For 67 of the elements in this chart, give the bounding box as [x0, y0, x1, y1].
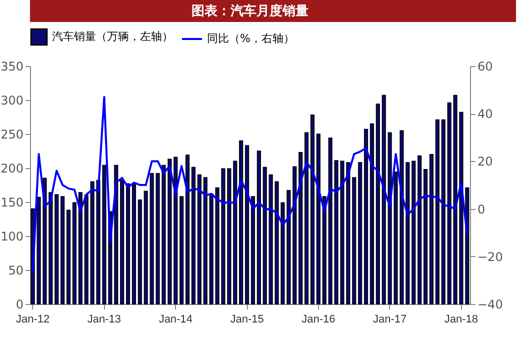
y2-tick-label: −20	[478, 250, 503, 264]
bar	[322, 196, 326, 304]
bar	[197, 174, 202, 304]
y-tick-label: 350	[0, 60, 24, 74]
bar	[84, 194, 88, 304]
bar	[120, 180, 124, 304]
bar	[72, 202, 77, 304]
bar	[352, 177, 356, 304]
bar	[429, 154, 434, 304]
y-tick-label: 150	[0, 196, 24, 210]
x-tick-label: Jan-12	[16, 314, 50, 326]
chart-title: 图表：汽车月度销量	[192, 3, 308, 19]
bar	[298, 152, 303, 304]
bar	[126, 183, 130, 304]
x-tick-label: Jan-15	[230, 314, 264, 326]
bar	[233, 160, 238, 304]
y-tick-label: 100	[0, 230, 24, 244]
x-tick-label: Jan-13	[87, 314, 122, 326]
x-tick-label: Jan-16	[302, 314, 336, 326]
bar	[435, 119, 440, 304]
bar	[185, 154, 190, 304]
bar	[376, 104, 380, 304]
bar	[138, 200, 142, 304]
bar	[60, 196, 65, 304]
x-tick-label: Jan-17	[373, 314, 407, 326]
bar	[239, 140, 244, 304]
y2-tick-label: 0	[478, 202, 486, 216]
legend-label: 汽车销量（万辆，左轴）	[52, 30, 173, 43]
bar	[292, 166, 297, 304]
bar	[412, 160, 416, 304]
bar	[114, 164, 118, 304]
bar	[423, 168, 428, 304]
bar	[203, 177, 208, 304]
bar	[304, 132, 309, 304]
bar	[144, 190, 148, 304]
y-tick-label: 50	[8, 264, 24, 278]
bar	[174, 156, 178, 304]
bar	[441, 119, 446, 304]
bar	[418, 155, 422, 304]
bar	[382, 94, 386, 304]
bar	[66, 210, 71, 304]
bar	[364, 128, 368, 304]
legend-label: 同比（%，右轴）	[207, 32, 294, 45]
bar	[316, 134, 320, 304]
bar	[54, 194, 59, 304]
y2-tick-label: 40	[478, 107, 493, 122]
x-tick-label: Jan-18	[444, 314, 478, 326]
bar	[78, 192, 82, 304]
bar	[180, 196, 184, 304]
bar	[262, 166, 267, 304]
y2-tick-label: 60	[478, 60, 493, 74]
y-tick-label: 0	[16, 298, 24, 312]
bar	[358, 162, 362, 304]
line-series	[32, 96, 468, 274]
x-tick-label: Jan-14	[158, 314, 192, 326]
bar	[132, 183, 136, 304]
y2-tick-label: 20	[478, 154, 493, 169]
bar	[250, 196, 256, 304]
bar	[244, 145, 250, 304]
y-tick-label: 300	[0, 94, 24, 108]
y-tick-label: 250	[0, 128, 24, 142]
y-tick-label: 200	[0, 162, 24, 176]
bar	[191, 166, 196, 304]
bar	[370, 123, 374, 304]
bar	[256, 150, 261, 304]
bar	[310, 114, 315, 304]
y2-tick-label: −40	[478, 298, 503, 312]
